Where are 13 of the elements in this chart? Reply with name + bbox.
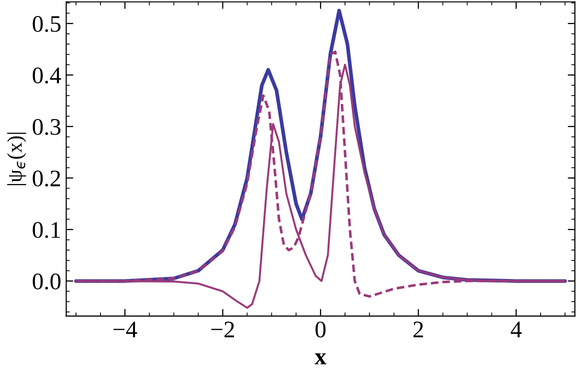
x-tick-label: −4 [114,322,138,338]
y-tick-label: 0.5 [32,16,60,32]
y-tick-label: 0.3 [32,118,60,136]
x-tick-label: 4 [510,322,522,338]
y-axis-title: |ψ$_{ϵ}$(x)| [7,132,26,186]
y-tick-label: 0.2 [32,170,60,187]
x-tick-label: 0 [316,322,326,338]
y-tick-label: 0.4 [32,67,62,84]
x-axis-title: x [314,353,326,364]
y-tick-label: 0.1 [32,222,60,238]
x-tick-label: −2 [211,322,234,338]
x-tick-label: 2 [413,322,423,338]
y-tick-label: 0.0 [32,274,60,290]
